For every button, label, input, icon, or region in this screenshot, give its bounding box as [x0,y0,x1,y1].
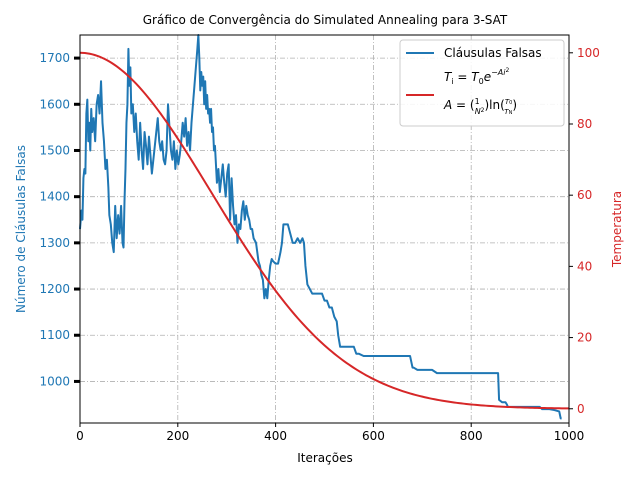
x-tick-label: 200 [166,429,189,443]
left-y-tick-label: 1200 [39,282,70,296]
left-y-tick-label: 1100 [39,328,70,342]
left-y-tick-label: 1000 [39,374,70,388]
plot-frame [79,34,570,424]
right-y-tick-label: 60 [577,188,592,202]
chart-title: Gráfico de Convergência do Simulated Ann… [143,13,508,27]
x-tick-label: 800 [460,429,483,443]
legend-box [399,39,565,127]
x-tick-label: 0 [76,429,84,443]
left-y-axis: 1000 1100 1200 1300 1400 1500 1600 1700 [39,51,80,388]
x-axis: 0 200 400 600 800 1000 [76,423,584,443]
left-y-tick-label: 1400 [39,190,70,204]
right-y-tick-label: 40 [577,259,592,273]
right-y-axis: 0 20 40 60 80 100 [569,46,600,416]
x-axis-label: Iterações [297,451,353,465]
legend-formula-temperature: Ti = T0e−Ai2 [444,67,510,86]
left-y-tick-label: 1600 [39,97,70,111]
legend: Cláusulas Falsas Ti = T0e−Ai2 A = (1 N2)l… [399,39,565,127]
right-y-tick-label: 0 [577,402,585,416]
left-y-axis-label: Número de Cláusulas Falsas [14,145,28,313]
right-y-tick-label: 100 [577,46,600,60]
series-line-clausulas-falsas [79,34,562,420]
left-y-tick-label: 1700 [39,51,70,65]
x-tick-label: 400 [264,429,287,443]
right-y-tick-label: 80 [577,117,592,131]
x-tick-label: 600 [362,429,385,443]
x-tick-label: 1000 [554,429,585,443]
right-y-tick-label: 20 [577,331,592,345]
series-line-temperatura [79,51,570,410]
right-y-axis-label: Temperatura [610,191,624,268]
legend-formula-a: A = (1 N2)ln(T0 TN) [443,97,517,116]
left-y-tick-label: 1300 [39,236,70,250]
legend-label-clausulas: Cláusulas Falsas [444,46,542,60]
plot-lines [79,34,570,420]
left-y-tick-label: 1500 [39,143,70,157]
